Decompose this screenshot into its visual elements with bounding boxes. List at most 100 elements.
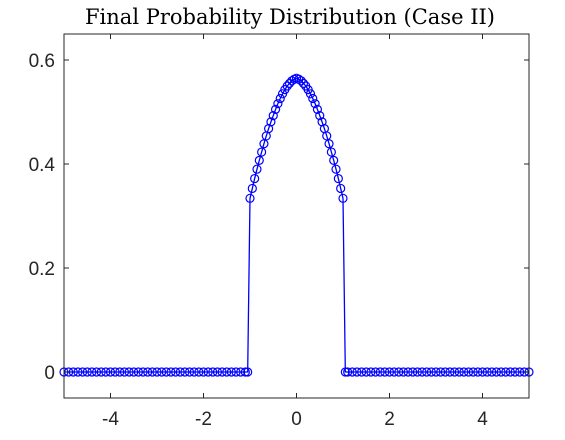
data-point [505, 367, 515, 377]
data-point [217, 367, 227, 377]
series-line [64, 77, 529, 373]
data-point [287, 76, 297, 86]
y-axis-ticks: 0 0.2 0.4 0.6 [29, 51, 529, 384]
data-point [87, 367, 97, 377]
data-point [91, 367, 102, 377]
data-point [510, 367, 520, 377]
data-point [515, 367, 525, 377]
data-point [445, 367, 455, 377]
x-tick-label: 0 [291, 409, 302, 430]
data-point [268, 111, 278, 121]
data-point [312, 104, 323, 115]
x-tick-label: -4 [102, 409, 119, 430]
data-point [110, 367, 120, 377]
data-point [440, 367, 450, 377]
data-point [366, 367, 376, 377]
data-point [194, 367, 204, 377]
data-point [384, 367, 395, 377]
data-point [252, 164, 262, 174]
data-point [308, 93, 318, 104]
data-point [333, 173, 343, 184]
data-point [329, 155, 339, 165]
data-point [298, 78, 309, 89]
data-point [157, 367, 167, 377]
data-point [459, 367, 469, 377]
data-point [147, 367, 157, 377]
data-point [331, 164, 341, 174]
data-point [389, 367, 399, 377]
data-point [315, 111, 325, 121]
data-point [473, 367, 483, 377]
data-point [275, 93, 285, 104]
data-point [138, 367, 148, 377]
data-point [240, 367, 250, 377]
data-point [231, 367, 241, 377]
data-point [257, 147, 267, 157]
x-tick-label: 4 [477, 409, 488, 430]
data-point [189, 367, 199, 377]
data-point [431, 367, 441, 377]
data-point [212, 367, 223, 377]
data-point [426, 367, 436, 377]
y-tick-label: 0.6 [29, 51, 55, 72]
plot-area [64, 34, 529, 398]
series-layer [59, 73, 534, 377]
data-point [422, 367, 432, 377]
data-point [184, 367, 195, 377]
data-point [487, 367, 497, 377]
data-point [73, 367, 83, 377]
y-tick-label: 0.4 [29, 155, 56, 176]
data-point [352, 367, 362, 377]
data-point [236, 367, 246, 377]
data-point [105, 367, 116, 377]
data-point [161, 367, 171, 377]
data-point [129, 367, 139, 377]
data-point [450, 367, 460, 377]
data-point [338, 193, 348, 203]
data-point [305, 89, 316, 99]
data-point [491, 367, 502, 377]
data-point [171, 367, 181, 377]
data-point [247, 183, 257, 194]
data-point [270, 104, 281, 115]
x-tick-label: -2 [195, 409, 212, 430]
data-point [266, 117, 276, 127]
data-point [143, 367, 153, 377]
data-point [436, 367, 446, 377]
data-point [324, 139, 334, 149]
data-point [454, 367, 464, 377]
data-point [133, 367, 143, 377]
data-point [477, 367, 488, 377]
data-point [175, 367, 185, 377]
data-point [468, 367, 478, 377]
data-point [340, 367, 350, 377]
data-point [482, 367, 492, 377]
data-point [343, 367, 353, 377]
data-point [96, 367, 106, 377]
data-point [208, 367, 218, 377]
data-point [226, 367, 236, 377]
data-point [394, 367, 404, 377]
data-point [347, 367, 357, 377]
data-point [310, 99, 320, 109]
data-point [254, 155, 264, 165]
data-point [403, 367, 413, 377]
data-point [496, 367, 506, 377]
data-point [296, 76, 306, 86]
data-point [375, 367, 385, 377]
data-point [115, 367, 125, 377]
data-point [336, 183, 346, 194]
data-point [198, 367, 209, 377]
data-point [82, 367, 92, 377]
chart-title: Final Probability Distribution (Case II) [85, 5, 495, 29]
data-point [412, 367, 422, 377]
data-point [119, 367, 130, 377]
data-point [463, 367, 474, 377]
data-point [166, 367, 176, 377]
data-point [380, 367, 390, 377]
y-tick-label: 0.2 [29, 259, 55, 280]
data-point [408, 367, 418, 377]
x-axis-ticks: -4 -2 0 2 4 [102, 34, 488, 430]
